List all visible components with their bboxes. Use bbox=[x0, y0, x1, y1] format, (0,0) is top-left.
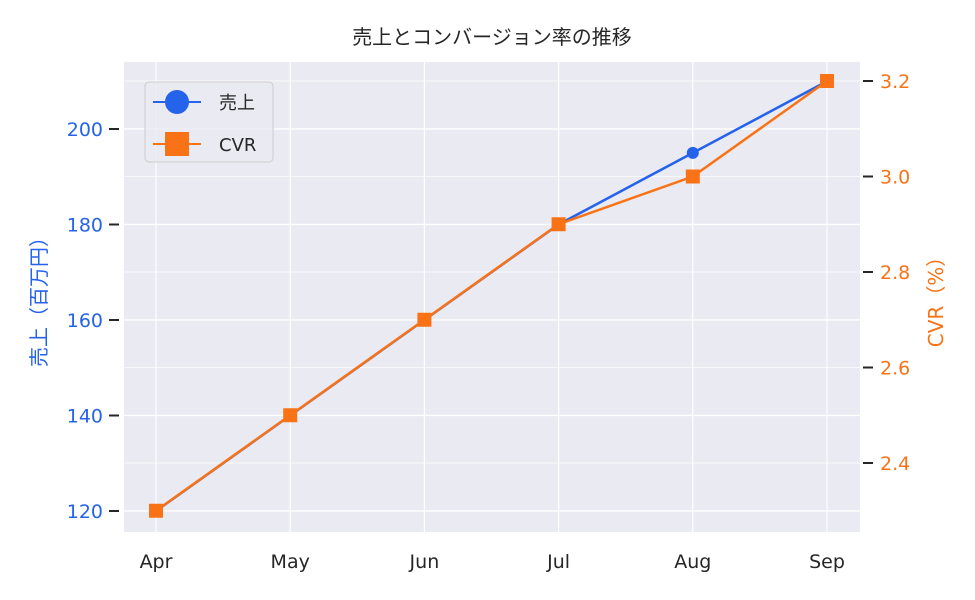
legend-label-cvr: CVR bbox=[219, 135, 256, 156]
series-line bbox=[155, 79, 828, 512]
y-tick-label-right: 3.2 bbox=[880, 71, 910, 93]
y-tick-label-right: 2.6 bbox=[880, 358, 910, 380]
y-axis-left-label: 売上（百万円） bbox=[27, 227, 51, 367]
data-point bbox=[417, 312, 432, 327]
legend: 売上 CVR bbox=[144, 81, 274, 163]
y-axis-left: 120 140 160 180 200 bbox=[67, 119, 119, 523]
y-tick-label-left: 140 bbox=[67, 406, 103, 428]
x-tick-label: Jul bbox=[546, 551, 570, 573]
data-point bbox=[685, 169, 700, 184]
x-tick-label: Aug bbox=[674, 551, 711, 573]
y-tick-label-left: 120 bbox=[67, 501, 103, 523]
data-point bbox=[820, 74, 834, 88]
x-tick-label: Sep bbox=[809, 551, 845, 573]
data-point bbox=[551, 217, 566, 232]
y-axis-right-label: CVR（%） bbox=[924, 247, 948, 348]
chart-title: 売上とコンバージョン率の推移 bbox=[352, 25, 632, 49]
y-tick-label-left: 200 bbox=[67, 119, 103, 141]
legend-label-sales: 売上 bbox=[219, 93, 255, 114]
data-point bbox=[283, 408, 298, 423]
y-tick-label-right: 2.8 bbox=[880, 262, 910, 284]
y-tick-label-left: 160 bbox=[67, 310, 103, 332]
data-series bbox=[149, 74, 834, 518]
y-tick-label-left: 180 bbox=[67, 215, 103, 237]
x-axis: Apr May Jun Jul Aug Sep bbox=[140, 551, 845, 573]
y-tick-label-right: 3.0 bbox=[880, 167, 910, 189]
y-tick-label-right: 2.4 bbox=[880, 453, 910, 475]
square-marker-icon bbox=[165, 132, 189, 156]
circle-marker-icon bbox=[165, 90, 189, 114]
data-point bbox=[149, 503, 163, 518]
x-tick-label: May bbox=[271, 551, 310, 573]
y-axis-right: 2.4 2.6 2.8 3.0 3.2 bbox=[863, 71, 910, 475]
data-point bbox=[686, 146, 699, 159]
x-tick-label: Apr bbox=[140, 551, 173, 573]
grid-lines bbox=[124, 62, 860, 532]
x-tick-label: Jun bbox=[409, 551, 440, 573]
